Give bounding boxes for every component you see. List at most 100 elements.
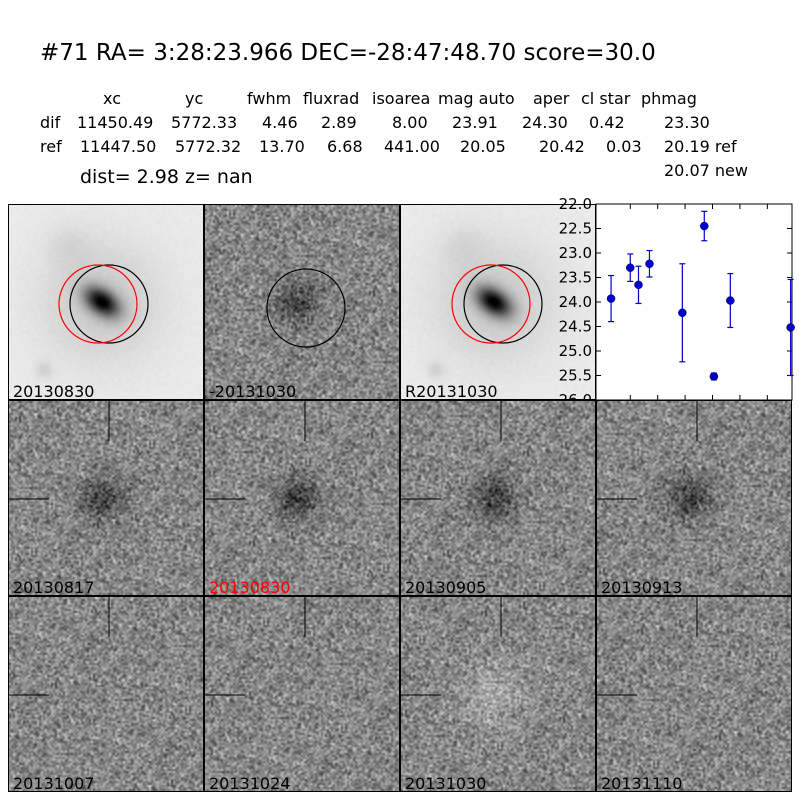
position-marker bbox=[597, 597, 698, 696]
panel-date-label: 20130817 bbox=[13, 578, 95, 596]
col-header-isoarea: isoarea bbox=[372, 89, 431, 108]
stamp-image bbox=[401, 401, 595, 595]
epoch-stamp-20130830: 20130830 bbox=[204, 400, 400, 596]
position-marker bbox=[597, 401, 698, 500]
col-header-phmag: phmag bbox=[641, 89, 697, 108]
ref-cl-star: 0.03 bbox=[606, 137, 642, 156]
aperture-overlay bbox=[451, 264, 543, 344]
panel-date-label: 20130830 bbox=[13, 382, 95, 400]
y-tick-label: 25.5 bbox=[559, 367, 592, 385]
panel-date-label: 20130913 bbox=[601, 578, 683, 596]
ref-mag-auto: 20.05 bbox=[460, 137, 506, 156]
col-header-cl-star: cl star bbox=[581, 89, 631, 108]
data-point bbox=[726, 296, 735, 305]
plot-frame bbox=[595, 203, 793, 401]
dif-aper: 24.30 bbox=[522, 113, 568, 132]
epoch-stamp-20130817: 20130817 bbox=[8, 400, 204, 596]
col-header-fluxrad: fluxrad bbox=[303, 89, 360, 108]
epoch-stamp-20130905: 20130905 bbox=[400, 400, 596, 596]
stamp-reference-epoch: 20130830 bbox=[8, 204, 204, 400]
dif-position-circle bbox=[266, 268, 346, 348]
panel-date-label: 20130905 bbox=[405, 578, 487, 596]
dif-position-circle bbox=[463, 264, 543, 344]
epoch-stamp-20131024: 20131024 bbox=[204, 596, 400, 792]
position-marker bbox=[9, 597, 110, 696]
position-marker bbox=[401, 597, 502, 696]
dif-fluxrad: 2.89 bbox=[321, 113, 357, 132]
panel-date-label: 20131030 bbox=[405, 774, 487, 792]
aperture-overlay bbox=[58, 264, 149, 344]
panel-date-label: R20131030 bbox=[405, 382, 498, 400]
dif-isoarea: 8.00 bbox=[392, 113, 428, 132]
y-tick-label: 22.5 bbox=[559, 220, 592, 238]
y-tick-label: 25.0 bbox=[559, 342, 592, 360]
epoch-stamp-20131030: 20131030 bbox=[400, 596, 596, 792]
stamp-difference: -20131030 bbox=[204, 204, 400, 400]
stamp-image bbox=[205, 401, 399, 595]
col-header-xc: xc bbox=[103, 89, 121, 108]
y-tick-label: 23.5 bbox=[559, 269, 592, 287]
panel-date-label: 20130830 bbox=[209, 578, 291, 596]
position-marker bbox=[401, 401, 502, 500]
ref-aper: 20.42 bbox=[539, 137, 585, 156]
ref-position-circle bbox=[58, 264, 138, 344]
stamp-image bbox=[401, 597, 595, 791]
position-marker bbox=[205, 401, 306, 500]
data-point bbox=[678, 308, 687, 318]
panel-date-label: 20131007 bbox=[13, 774, 95, 792]
dif-mag-auto: 23.91 bbox=[452, 113, 498, 132]
epoch-stamp-20131110: 20131110 bbox=[596, 596, 792, 792]
y-tick-label: 23.0 bbox=[559, 244, 592, 262]
position-marker bbox=[205, 597, 306, 696]
col-header-yc: yc bbox=[185, 89, 204, 108]
data-point bbox=[786, 323, 795, 332]
data-point bbox=[606, 294, 616, 303]
stamp-image bbox=[9, 401, 203, 595]
row-label-dif: dif bbox=[40, 113, 61, 132]
y-tick-label: 22.0 bbox=[559, 195, 592, 213]
light-curve-chart: 22.022.523.023.524.024.525.025.526.00204… bbox=[559, 195, 795, 420]
epoch-stamp-20130913: 20130913 bbox=[596, 400, 792, 596]
panel-date-label: 20131110 bbox=[601, 774, 683, 792]
dist-redshift-line: dist= 2.98 z= nan bbox=[80, 166, 253, 188]
col-header-mag-auto: mag auto bbox=[438, 89, 515, 108]
stamp-reference-template: R20131030 bbox=[400, 204, 596, 400]
y-tick-label: 24.0 bbox=[559, 293, 592, 311]
stamp-image bbox=[9, 597, 203, 791]
ref-fluxrad: 6.68 bbox=[327, 137, 363, 156]
y-tick-label: 24.5 bbox=[559, 318, 592, 336]
stamp-image bbox=[205, 205, 399, 399]
dif-cl-star: 0.42 bbox=[589, 113, 625, 132]
data-point bbox=[626, 263, 635, 272]
ref-phmag: 20.19 ref bbox=[664, 137, 737, 156]
stamp-image bbox=[597, 597, 791, 791]
stamp-image bbox=[9, 205, 203, 399]
panel-date-label: 20131024 bbox=[209, 774, 291, 792]
dif-fwhm: 4.46 bbox=[262, 113, 298, 132]
dif-xc: 11450.49 bbox=[77, 113, 154, 132]
page-title: #71 RA= 3:28:23.966 DEC=-28:47:48.70 sco… bbox=[40, 40, 656, 66]
aperture-overlay bbox=[266, 268, 346, 348]
ref-xc: 11447.50 bbox=[80, 137, 157, 156]
dif-yc: 5772.33 bbox=[171, 113, 238, 132]
data-point bbox=[634, 280, 643, 290]
ref-isoarea: 441.00 bbox=[384, 137, 440, 156]
data-point bbox=[645, 259, 654, 269]
dif-position-circle bbox=[69, 264, 149, 344]
data-point bbox=[709, 372, 719, 381]
new-phmag: 20.07 new bbox=[664, 161, 748, 180]
ref-yc: 5772.32 bbox=[175, 137, 242, 156]
ref-fwhm: 13.70 bbox=[259, 137, 305, 156]
data-point bbox=[700, 221, 709, 231]
dif-phmag: 23.30 bbox=[664, 113, 710, 132]
row-label-ref: ref bbox=[40, 137, 62, 156]
position-marker bbox=[9, 401, 110, 500]
epoch-stamp-20131007: 20131007 bbox=[8, 596, 204, 792]
ref-position-circle bbox=[451, 264, 531, 344]
col-header-aper: aper bbox=[533, 89, 570, 108]
col-header-fwhm: fwhm bbox=[247, 89, 292, 108]
stamp-image bbox=[401, 205, 595, 399]
panel-date-label: -20131030 bbox=[209, 382, 297, 400]
stamp-image bbox=[205, 597, 399, 791]
stamp-image bbox=[597, 401, 791, 595]
